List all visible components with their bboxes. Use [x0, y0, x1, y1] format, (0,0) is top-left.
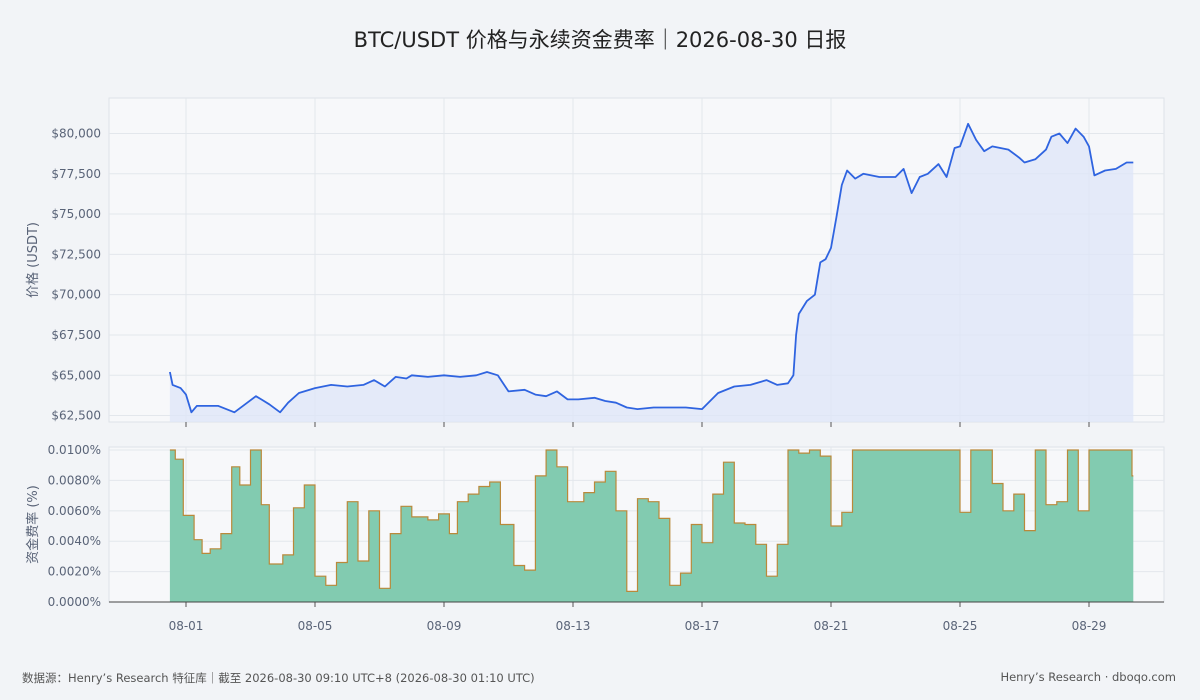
price-area-fill [169, 123, 1134, 423]
funding-ytick-label: 0.0020% [48, 565, 101, 579]
x-tick-label: 08-05 [298, 619, 333, 633]
price-ytick-label: $77,500 [51, 167, 101, 181]
funding-ytick-label: 0.0000% [48, 595, 101, 609]
funding-area-fill [169, 450, 1134, 602]
price-y-axis-label: 价格 (USDT) [25, 222, 41, 298]
footer-source: 数据源：Henry’s Research 特征库｜截至 2026-08-30 0… [22, 671, 535, 685]
x-tick-label: 08-29 [1072, 619, 1107, 633]
price-ytick-label: $72,500 [51, 247, 101, 261]
price-line [169, 122, 1134, 414]
funding-ytick-label: 0.0040% [48, 534, 101, 548]
x-tick-label: 08-09 [427, 619, 462, 633]
funding-ytick-label: 0.0100% [48, 443, 101, 457]
funding-ytick-label: 0.0060% [48, 504, 101, 518]
funding-y-axis-label: 资金费率 (%) [25, 485, 41, 564]
x-tick-label: 08-13 [556, 619, 591, 633]
price-ytick-label: $75,000 [51, 207, 101, 221]
x-tick-label: 08-25 [943, 619, 978, 633]
price-panel: $62,500 $65,000 $67,500 $70,000 $72,500 $75,0… [25, 97, 1165, 427]
x-tick-label: 08-01 [169, 619, 204, 633]
price-ytick-label: $65,000 [51, 368, 101, 382]
price-ytick-label: $62,500 [51, 409, 101, 423]
funding-ytick-label: 0.0080% [48, 473, 101, 487]
funding-panel: 0.0000% 0.0020% 0.0040% 0.0060% 0.0080% 0.010… [25, 443, 1165, 633]
footer-brand: Henry’s Research · dboqo.com [1000, 670, 1176, 684]
price-ytick-label: $67,500 [51, 328, 101, 342]
x-tick-label: 08-17 [685, 619, 720, 633]
price-ytick-label: $80,000 [51, 126, 101, 140]
chart-title: BTC/USDT 价格与永续资金费率｜2026-08-30 日报 [353, 28, 847, 52]
price-ytick-label: $70,000 [51, 288, 101, 302]
funding-step-line [169, 449, 1134, 592]
x-tick-label: 08-21 [814, 619, 849, 633]
